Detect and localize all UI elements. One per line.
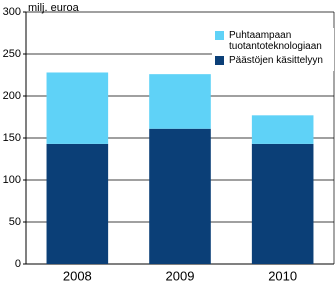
y-tick-label: 150 [3,132,21,144]
legend-label: Päästöjen käsittelyyn [229,55,323,66]
bar-segment [46,72,109,144]
bar-segment [46,143,109,264]
bar-segment [251,143,314,264]
x-tick-label: 2009 [166,268,195,283]
y-tick-label: 50 [9,216,21,228]
x-tick-label: 2010 [268,268,297,283]
y-tick-label: 300 [3,6,21,18]
legend: Puhtaampaan tuotantoteknologiaan Päästöje… [212,28,334,71]
y-axis-label: milj. euroa [28,2,80,14]
x-tick-label: 2008 [63,268,92,283]
y-tick-label: 100 [3,174,21,186]
legend-item: Puhtaampaan tuotantoteknologiaan [215,30,331,52]
legend-swatch [215,56,224,65]
y-tick-label: 250 [3,48,21,60]
legend-swatch [215,31,224,40]
y-tick-label: 0 [15,258,21,270]
y-tick-label: 200 [3,90,21,102]
legend-item: Päästöjen käsittelyyn [215,55,331,66]
bar-segment [149,74,211,129]
bar-segment [251,115,314,144]
bar-segment [149,128,211,264]
legend-label: Puhtaampaan tuotantoteknologiaan [229,30,322,52]
